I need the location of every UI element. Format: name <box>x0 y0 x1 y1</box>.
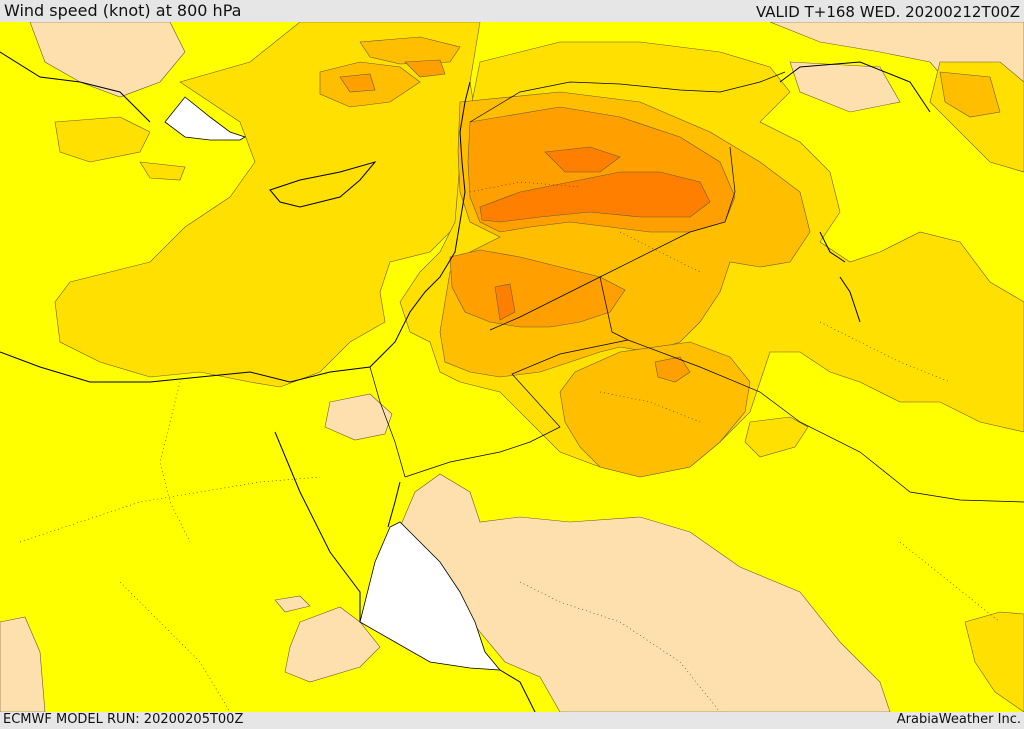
province-boundaries <box>19 181 1001 712</box>
map-title: Wind speed (knot) at 800 hPa <box>4 1 242 20</box>
coastlines <box>0 51 931 712</box>
level5-areas <box>479 146 711 321</box>
valid-time: VALID T+168 WED. 20200212T00Z <box>755 3 1020 21</box>
wind-speed-map[interactable] <box>0 22 1024 712</box>
footer-bar: ECMWF MODEL RUN: 20200205T00Z ArabiaWeat… <box>0 712 1024 729</box>
model-run: ECMWF MODEL RUN: 20200205T00Z <box>3 712 244 727</box>
sea-white-areas <box>164 96 501 671</box>
country-borders <box>369 71 1024 503</box>
header-bar: Wind speed (knot) at 800 hPa VALID T+168… <box>0 0 1024 22</box>
credit: ArabiaWeather Inc. <box>896 712 1021 727</box>
